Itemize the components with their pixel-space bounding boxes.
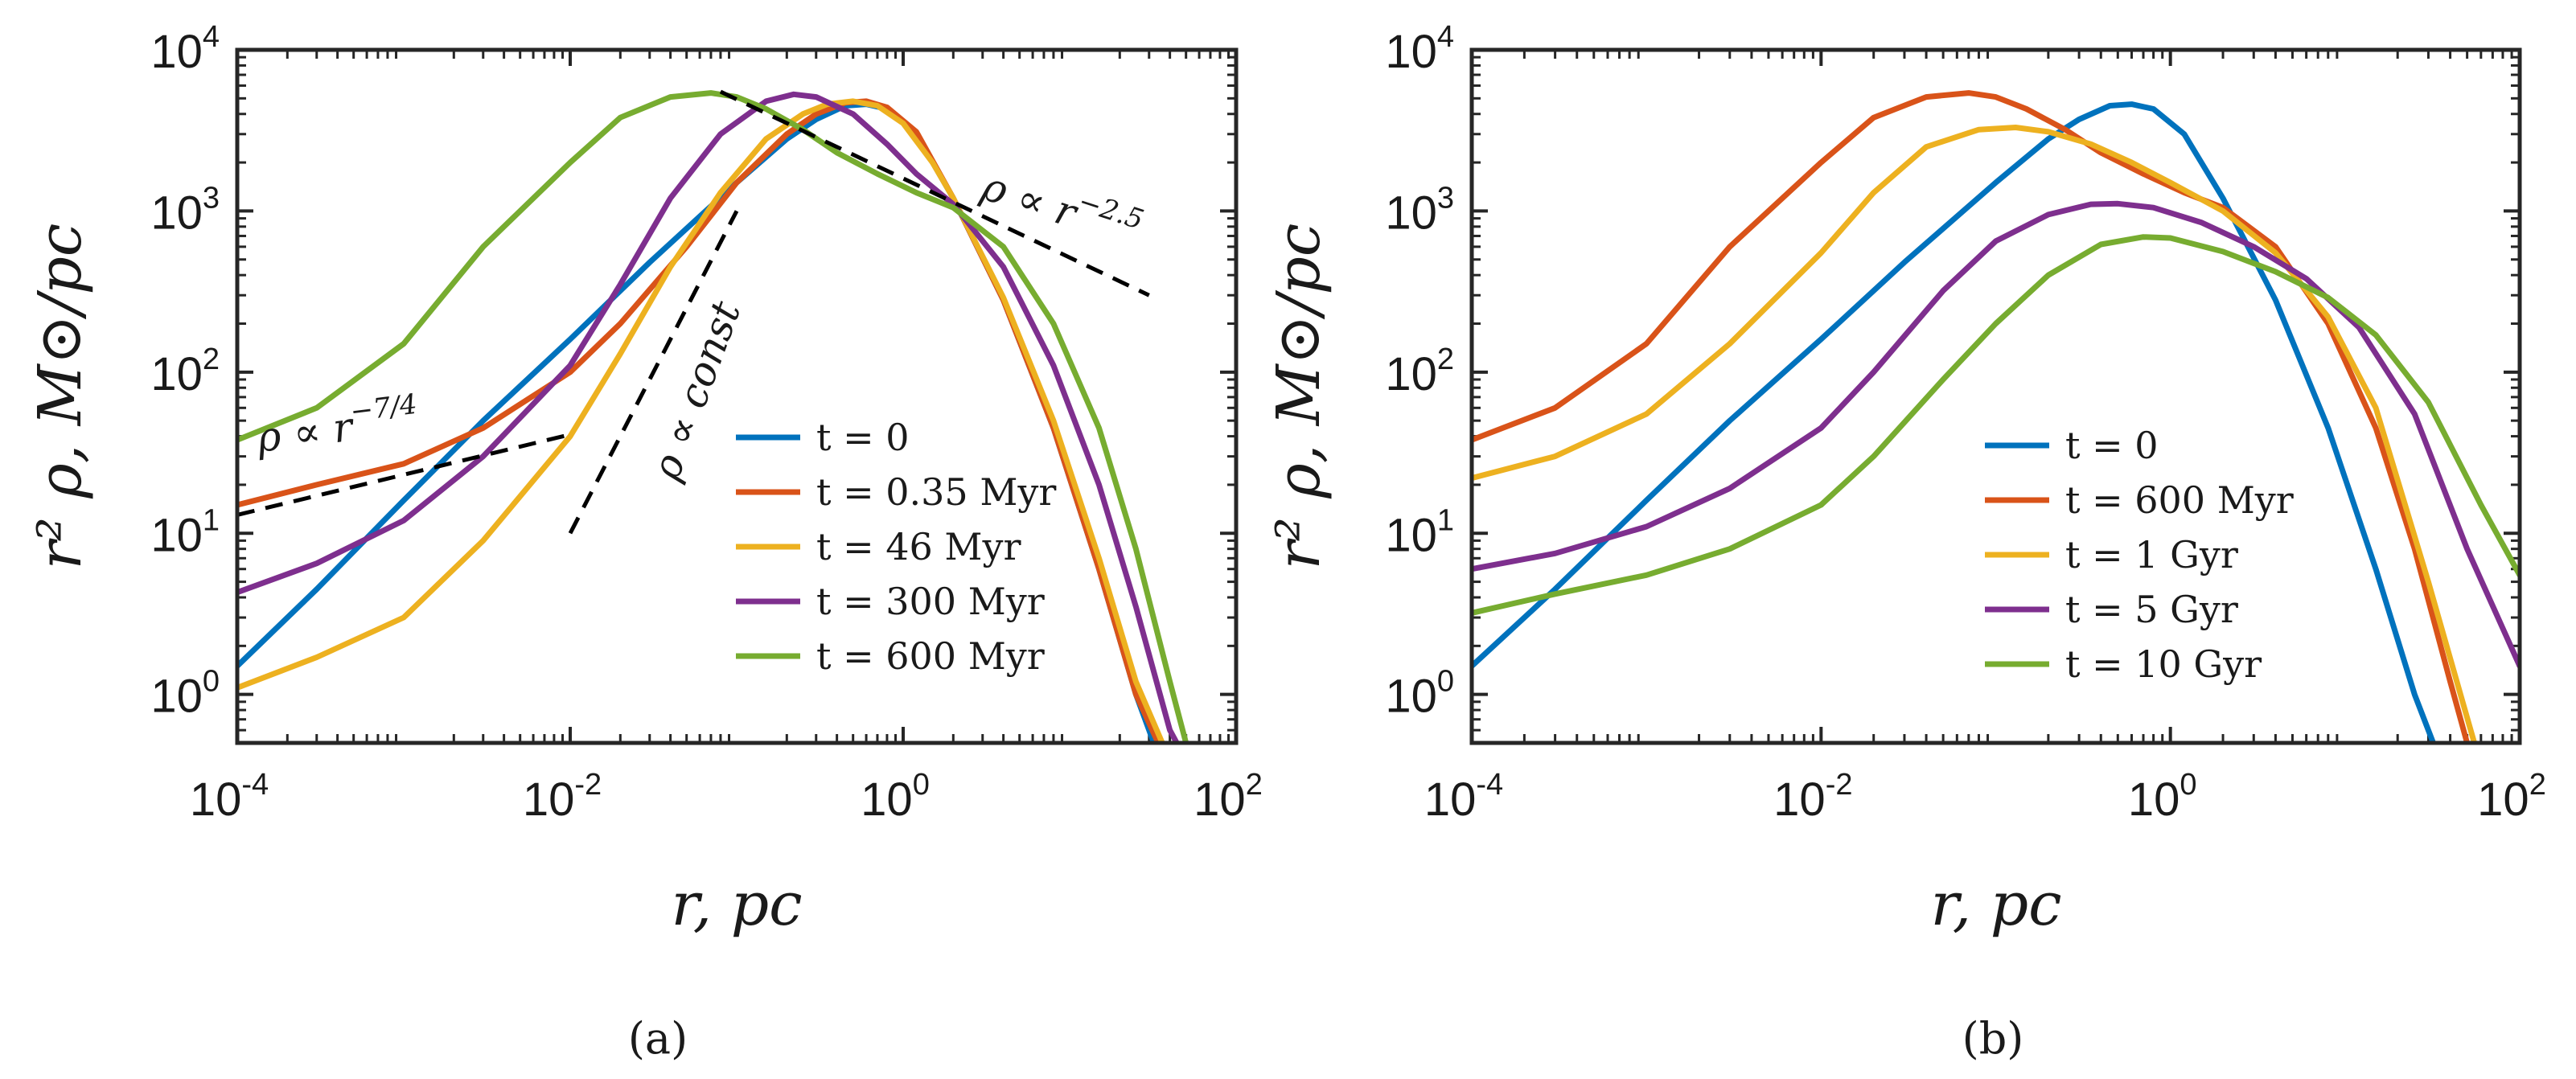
x-tick-base: 10 [2128,773,2180,826]
x-tick-label: 10-2 [1773,768,1852,826]
series-line-4 [237,91,1180,743]
x-tick-exponent: -2 [574,768,602,802]
x-tick-label: 102 [2477,768,2546,826]
x-tick-base: 10 [861,773,913,826]
y-tick-label: 102 [1385,343,1454,400]
legend-label: t = 1 Gyr [2065,533,2238,576]
y-tick-base: 10 [1385,509,1437,561]
legend-label: t = 600 Myr [816,634,1045,678]
y-tick-exponent: 1 [1437,503,1454,537]
x-tick-label: 100 [861,768,930,826]
guide-line-2 [568,210,739,535]
y-tick-exponent: 1 [203,503,220,537]
y-tick-base: 10 [1385,348,1437,400]
y-tick-base: 10 [150,671,203,723]
y-tick-base: 10 [1385,671,1437,723]
series-line-2 [1472,90,2471,743]
x-axis-label: r, pc [1930,870,2061,939]
legend-label: t = 46 Myr [816,525,1021,568]
series-line-1 [1472,101,2436,743]
series-line-4 [1472,200,2520,669]
annotation-r-7-4: ρ ∝ r−7/4 [253,388,421,462]
x-tick-label: 10-4 [1424,768,1503,826]
annotation-text: ρ ∝ r [976,162,1084,237]
annotation-const: ρ ∝ const [642,294,750,486]
x-tick-base: 10 [1194,773,1246,826]
axes-frame [1469,47,2522,745]
x-tick-base: 10 [1773,773,1826,826]
legend-label: t = 0 [816,416,910,459]
x-tick-label: 10-2 [523,768,602,826]
y-tick-label: 103 [1385,181,1454,239]
x-tick-exponent: 2 [1246,768,1263,802]
x-tick-exponent: 2 [2529,768,2546,802]
legend: t = 0 t = 0.35 Myr t = 46 Myr t = 300 Myr t … [736,416,1056,678]
x-tick-label: 102 [1194,768,1263,826]
legend-label: t = 10 Gyr [2065,642,2262,686]
x-axis-label: r, pc [671,870,802,939]
y-tick-label: 103 [150,181,220,239]
y-tick-label: 101 [150,503,220,561]
legend-label: t = 300 Myr [816,580,1045,623]
legend-label: t = 600 Myr [2065,478,2294,522]
y-tick-base: 10 [150,187,203,239]
y-axis-label: r² ρ, M⊙/pc [26,224,95,570]
legend-label: t = 0.35 Myr [816,470,1056,514]
y-tick-exponent: 2 [1437,343,1454,376]
y-tick-exponent: 2 [203,343,220,376]
series-line-5 [1472,234,2520,616]
x-tick-base: 10 [523,773,575,826]
x-tick-base: 10 [190,773,242,826]
y-tick-label: 104 [150,20,220,78]
x-tick-base: 10 [2477,773,2529,826]
y-tick-exponent: 4 [203,20,220,54]
legend: t = 0 t = 600 Myr t = 1 Gyr t = 5 Gyr t = 10… [1985,424,2294,686]
annotation-exponent: −7/4 [348,388,418,429]
panel-label: (b) [1962,1013,2024,1064]
y-tick-base: 10 [1385,26,1437,78]
series-line-3 [1472,125,2478,743]
legend-label: t = 0 [2065,424,2159,467]
annotation-exponent: −2.5 [1074,185,1148,236]
y-tick-label: 104 [1385,20,1454,78]
annotation-text: ρ ∝ r [253,403,357,462]
y-tick-base: 10 [150,509,203,561]
guide-line-3 [719,89,1150,297]
x-tick-exponent: -2 [1826,768,1853,802]
annotation-text: ρ ∝ const [642,294,750,486]
panel-label: (a) [628,1013,688,1064]
legend-label: t = 5 Gyr [2065,588,2238,631]
x-tick-exponent: -4 [241,768,269,802]
x-tick-label: 10-4 [190,768,269,826]
y-tick-exponent: 4 [1437,20,1454,54]
x-tick-base: 10 [1424,773,1477,826]
y-axis-label: r² ρ, M⊙/pc [1264,224,1333,570]
x-tick-exponent: 0 [913,768,930,802]
y-tick-exponent: 0 [1437,665,1454,699]
series-group [1472,90,2520,743]
y-tick-label: 101 [1385,503,1454,561]
y-tick-base: 10 [1385,187,1437,239]
x-tick-exponent: 0 [2180,768,2196,802]
x-tick-label: 100 [2128,768,2197,826]
y-tick-exponent: 3 [1437,181,1454,215]
y-tick-label: 100 [1385,665,1454,723]
y-tick-base: 10 [150,348,203,400]
y-tick-label: 102 [150,343,220,400]
y-tick-exponent: 3 [203,181,220,215]
y-tick-exponent: 0 [203,665,220,699]
y-tick-label: 100 [150,665,220,723]
y-tick-base: 10 [150,26,203,78]
axes-frame [235,47,1239,745]
x-tick-exponent: -4 [1476,768,1503,802]
